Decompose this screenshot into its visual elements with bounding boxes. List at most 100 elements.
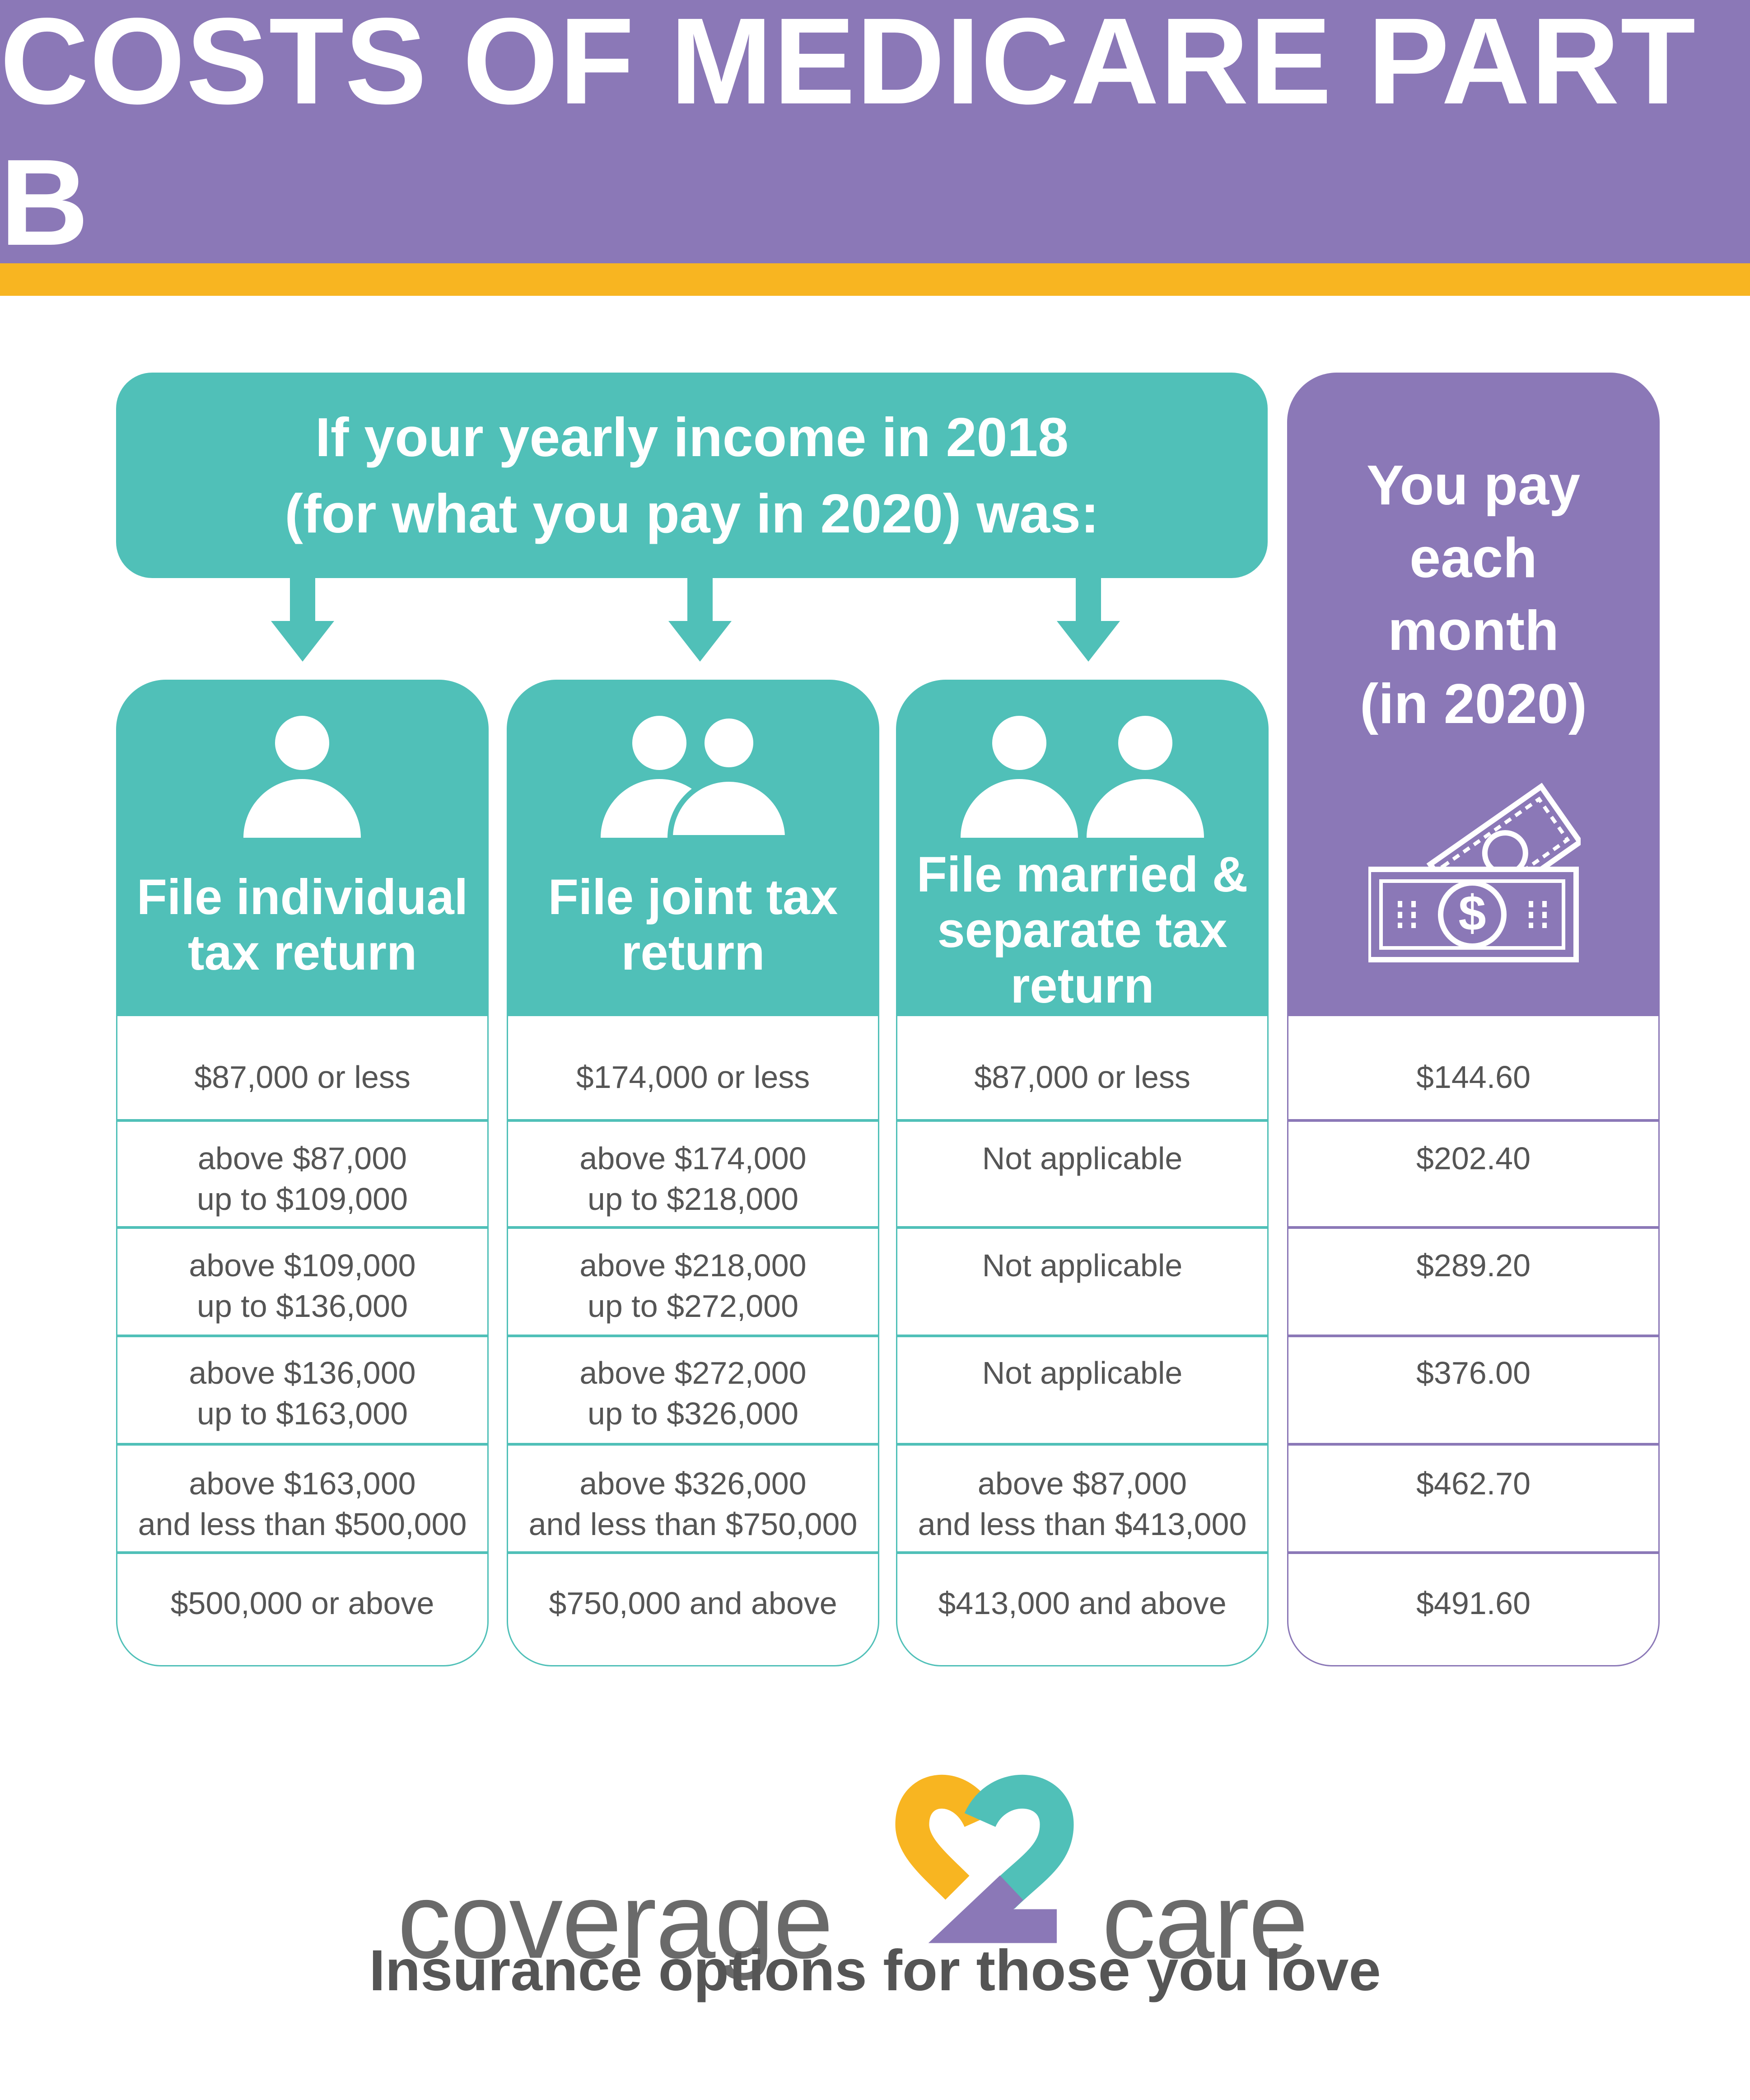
- column-header-individual: File individual tax return: [116, 680, 489, 1016]
- row-divider: [897, 1119, 1267, 1122]
- row-divider: [1288, 1443, 1658, 1446]
- table-cell: Not applicable: [897, 1138, 1267, 1179]
- cell-line: up to $272,000: [587, 1288, 799, 1324]
- title-line: return: [1010, 958, 1154, 1014]
- cell-line: $500,000 or above: [170, 1586, 434, 1621]
- row-divider: [1288, 1335, 1658, 1337]
- title-line: You pay: [1366, 454, 1581, 517]
- couple-icon: [601, 716, 791, 840]
- column-title-married-separate: File married & separate tax return: [905, 847, 1260, 1014]
- column-header-joint: File joint tax return: [507, 680, 879, 1016]
- title-line: (in 2020): [1359, 672, 1587, 735]
- table-cell: $87,000 or less: [117, 1057, 487, 1097]
- table-cell: Not applicable: [897, 1353, 1267, 1393]
- cell-line: $750,000 and above: [549, 1586, 837, 1621]
- logo-word-care: care: [1102, 1861, 1308, 1981]
- cell-line: above $109,000: [189, 1248, 416, 1283]
- row-divider: [1288, 1119, 1658, 1122]
- title-line: File joint tax: [548, 869, 838, 925]
- pay-column-header: You pay each month (in 2020) $: [1287, 373, 1660, 1016]
- monthly-cost-cell: $462.70: [1416, 1466, 1531, 1501]
- cell-line: up to $218,000: [587, 1181, 799, 1217]
- title-line: month: [1388, 600, 1559, 663]
- monthly-cost-cell: $144.60: [1416, 1059, 1531, 1095]
- cell-line: up to $136,000: [196, 1288, 408, 1324]
- table-cell: $500,000 or above: [117, 1583, 487, 1624]
- pay-column-body: $144.60 $202.40 $289.20 $376.00 $462.70 …: [1287, 1016, 1660, 1666]
- row-divider: [508, 1119, 878, 1122]
- row-divider: [897, 1551, 1267, 1554]
- cell-line: $413,000 and above: [938, 1586, 1227, 1621]
- coverage2care-logo: coverage care: [397, 1752, 1355, 1975]
- table-cell: above $174,000 up to $218,000: [508, 1138, 878, 1220]
- row-divider: [117, 1551, 487, 1554]
- logo-word-coverage: coverage: [397, 1861, 833, 1981]
- cell-line: Not applicable: [982, 1248, 1183, 1283]
- income-question-text: If your yearly income in 2018 (for what …: [285, 399, 1099, 551]
- cell-line: above $136,000: [189, 1355, 416, 1391]
- cell-line: above $87,000: [197, 1141, 407, 1176]
- table-cell: $87,000 or less: [897, 1057, 1267, 1097]
- title-line: return: [621, 925, 765, 981]
- cell-line: and less than $413,000: [918, 1507, 1247, 1542]
- row-divider: [508, 1226, 878, 1229]
- title-line: File individual: [136, 869, 468, 925]
- cell-line: $174,000 or less: [576, 1059, 810, 1095]
- table-cell: above $87,000 and less than $413,000: [897, 1463, 1267, 1545]
- cell-line: above $163,000: [189, 1466, 416, 1501]
- monthly-cost-cell: $491.60: [1416, 1586, 1531, 1621]
- table-cell: above $218,000 up to $272,000: [508, 1245, 878, 1327]
- income-question-line1: If your yearly income in 2018: [315, 406, 1069, 468]
- cell-line: above $87,000: [977, 1466, 1187, 1501]
- monthly-cost-cell: $376.00: [1416, 1355, 1531, 1391]
- income-question-line2: (for what you pay in 2020) was:: [285, 482, 1099, 544]
- title-line: tax return: [187, 925, 417, 981]
- table-cell: above $109,000 up to $136,000: [117, 1245, 487, 1327]
- table-cell: $750,000 and above: [508, 1583, 878, 1624]
- heart-two-icon: [895, 1775, 1074, 1943]
- cell-line: and less than $500,000: [138, 1507, 467, 1542]
- table-cell: Not applicable: [897, 1245, 1267, 1286]
- two-separate-people-icon: [961, 716, 1204, 838]
- cell-line: above $272,000: [579, 1355, 807, 1391]
- cell-line: up to $109,000: [196, 1181, 408, 1217]
- down-arrow-icon: [271, 578, 334, 662]
- down-arrow-icon: [668, 578, 732, 662]
- row-divider: [1288, 1226, 1658, 1229]
- row-divider: [897, 1443, 1267, 1446]
- monthly-cost-cell: $202.40: [1416, 1141, 1531, 1176]
- table-cell: $174,000 or less: [508, 1057, 878, 1097]
- column-title-joint: File joint tax return: [516, 869, 870, 980]
- single-person-icon: [243, 716, 361, 838]
- column-body-joint: $174,000 or less above $174,000 up to $21…: [507, 1016, 879, 1666]
- title-line: separate tax: [937, 902, 1227, 958]
- row-divider: [508, 1335, 878, 1337]
- tagline: Insurance options for those you love: [369, 1938, 1381, 2003]
- table-cell: above $163,000 and less than $500,000: [117, 1463, 487, 1545]
- column-body-individual: $87,000 or less above $87,000 up to $109,…: [116, 1016, 489, 1666]
- row-divider: [897, 1335, 1267, 1337]
- row-divider: [897, 1226, 1267, 1229]
- down-arrow-icon: [1057, 578, 1120, 662]
- column-title-individual: File individual tax return: [125, 869, 480, 980]
- cell-line: above $174,000: [579, 1141, 807, 1176]
- table-cell: above $326,000 and less than $750,000: [508, 1463, 878, 1545]
- row-divider: [117, 1226, 487, 1229]
- row-divider: [117, 1119, 487, 1122]
- money-bills-icon: $: [1368, 783, 1581, 962]
- svg-text:$: $: [1458, 886, 1486, 941]
- cell-line: $87,000 or less: [194, 1059, 411, 1095]
- accent-stripe: [0, 263, 1750, 296]
- income-question-box: If your yearly income in 2018 (for what …: [116, 373, 1268, 578]
- column-header-married-separate: File married & separate tax return: [896, 680, 1269, 1016]
- table-cell: above $87,000 up to $109,000: [117, 1138, 487, 1220]
- cell-line: and less than $750,000: [528, 1507, 858, 1542]
- cell-line: above $218,000: [579, 1248, 807, 1283]
- table-cell: above $272,000 up to $326,000: [508, 1353, 878, 1434]
- monthly-cost-cell: $289.20: [1416, 1248, 1531, 1283]
- cell-line: above $326,000: [579, 1466, 807, 1501]
- cell-line: Not applicable: [982, 1141, 1183, 1176]
- cell-line: up to $326,000: [587, 1396, 799, 1432]
- cell-line: up to $163,000: [196, 1396, 408, 1432]
- cell-line: $87,000 or less: [974, 1059, 1190, 1095]
